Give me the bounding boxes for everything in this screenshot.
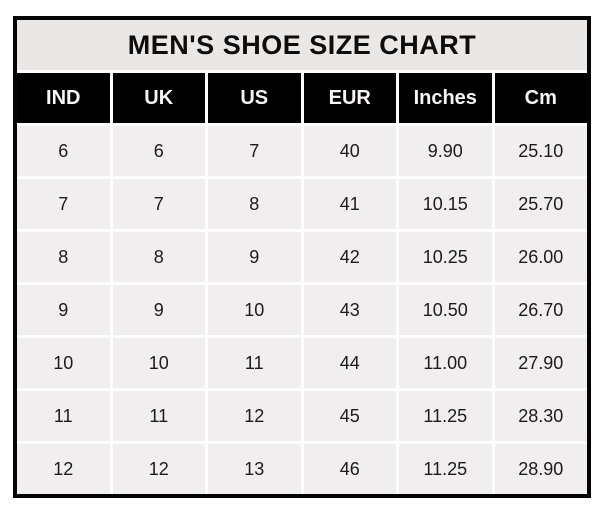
column-header-us: US [208,73,301,123]
table-cell: 11 [17,391,110,441]
table-cell: 41 [303,179,396,229]
table-cell: 11.00 [399,338,492,388]
table-cell: 8 [17,232,110,282]
table-cell: 11.25 [399,444,492,494]
table-cell: 11 [112,391,205,441]
table-cell: 6 [112,126,205,176]
table-cell: 10.15 [399,179,492,229]
table-cell: 43 [303,285,396,335]
table-cell: 28.90 [494,444,587,494]
table-cell: 12 [112,444,205,494]
table-cell: 13 [208,444,301,494]
table-cell: 10.25 [399,232,492,282]
table-cell: 10 [112,338,205,388]
table-cell: 44 [303,338,396,388]
column-header-inches: Inches [399,73,492,123]
table-cell: 10 [208,285,301,335]
table-cell: 7 [208,126,301,176]
table-cell: 10.50 [399,285,492,335]
table-cell: 8 [208,179,301,229]
table-cell: 28.30 [494,391,587,441]
column-header-uk: UK [112,73,205,123]
table-cell: 9 [208,232,301,282]
table-cell: 7 [112,179,205,229]
column-header-ind: IND [17,73,110,123]
table-cell: 25.10 [494,126,587,176]
table-cell: 9 [17,285,110,335]
table-cell: 11 [208,338,301,388]
table-cell: 26.00 [494,232,587,282]
table-cell: 8 [112,232,205,282]
column-header-cm: Cm [494,73,587,123]
table-cell: 25.70 [494,179,587,229]
table-cell: 26.70 [494,285,587,335]
table-cell: 40 [303,126,396,176]
table-cell: 12 [17,444,110,494]
table-cell: 6 [17,126,110,176]
column-header-eur: EUR [303,73,396,123]
table-cell: 12 [208,391,301,441]
size-chart-grid: MEN'S SHOE SIZE CHART IND UK US EUR Inch… [17,20,587,494]
table-cell: 11.25 [399,391,492,441]
size-chart-table: MEN'S SHOE SIZE CHART IND UK US EUR Inch… [13,16,591,498]
chart-title: MEN'S SHOE SIZE CHART [17,20,587,70]
table-cell: 10 [17,338,110,388]
table-cell: 42 [303,232,396,282]
table-cell: 27.90 [494,338,587,388]
table-cell: 46 [303,444,396,494]
table-cell: 45 [303,391,396,441]
table-cell: 9.90 [399,126,492,176]
table-cell: 7 [17,179,110,229]
table-cell: 9 [112,285,205,335]
